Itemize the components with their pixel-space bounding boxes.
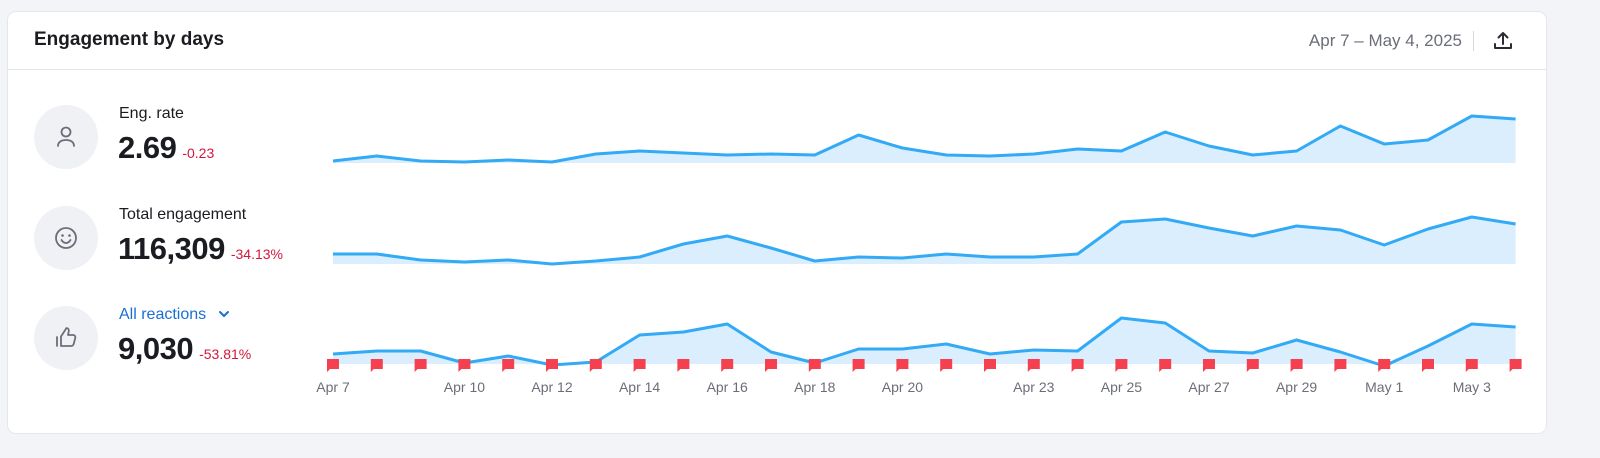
x-tick-label: May 3 (1453, 379, 1491, 395)
metric-label: Eng. rate (119, 105, 184, 122)
metric-delta: -34.13% (230, 246, 284, 262)
post-marker-icon (721, 359, 734, 372)
post-marker-icon (984, 359, 996, 372)
area-fill (333, 217, 1516, 264)
post-marker-icon (1246, 359, 1259, 372)
metric-all-reactions: All reactions 9,030 -53.81% (34, 306, 324, 372)
post-marker-icon (1465, 359, 1478, 372)
post-marker-icon (677, 359, 690, 372)
x-tick-label: Apr 12 (531, 379, 572, 395)
area-fill (333, 116, 1516, 163)
metric-eng-rate: Eng. rate 2.69 -0.23 (34, 105, 324, 171)
post-marker-icon (1203, 359, 1215, 372)
upload-icon[interactable] (1490, 28, 1516, 54)
series-line (332, 114, 1516, 164)
post-marker-icon (852, 359, 865, 372)
post-marker-icon (808, 359, 821, 372)
thumbs-up-icon (34, 306, 98, 370)
post-marker-icon (546, 359, 558, 372)
area-fill (333, 318, 1516, 366)
metric-value: 2.69 (118, 130, 177, 165)
post-marker-icon (1509, 359, 1522, 372)
reactions-dropdown[interactable]: All reactions (119, 306, 231, 324)
series-line (332, 316, 1516, 368)
x-tick-label: Apr 14 (619, 379, 660, 395)
post-marker-icon (327, 359, 339, 372)
smile-icon (34, 206, 98, 270)
post-marker-icon (633, 359, 646, 372)
post-marker-icon (1071, 359, 1084, 372)
post-marker-icon (1159, 359, 1172, 372)
x-tick-label: Apr 16 (707, 379, 748, 395)
post-marker-icon (370, 359, 383, 372)
x-tick-label: Apr 23 (1013, 379, 1054, 395)
x-tick-label: Apr 18 (794, 379, 835, 395)
post-marker-icon (1334, 359, 1347, 372)
dropdown-label: All reactions (119, 306, 207, 323)
metric-delta: -53.81% (199, 346, 252, 362)
post-marker-icon (414, 359, 427, 372)
post-marker-icon (1115, 359, 1128, 372)
metric-label: Total engagement (119, 206, 247, 223)
post-marker-icon (589, 359, 602, 372)
post-marker-icon (940, 359, 953, 372)
post-marker-icon (1290, 359, 1303, 372)
x-tick-label: Apr 27 (1188, 379, 1229, 395)
metric-value: 9,030 (118, 331, 194, 366)
metric-total-engagement: Total engagement 116,309 -34.13% (34, 206, 324, 272)
post-marker-icon (765, 359, 777, 372)
series-line (333, 215, 1516, 266)
x-tick-label: Apr 10 (444, 379, 485, 395)
post-marker-icon (896, 359, 909, 372)
x-tick-label: May 1 (1365, 379, 1403, 395)
post-marker-icon (1378, 359, 1391, 372)
card-title: Engagement by days (34, 29, 225, 50)
post-marker-icon (458, 359, 471, 372)
x-tick-label: Apr 7 (316, 379, 350, 395)
date-range[interactable]: Apr 7 – May 4, 2025 (1308, 31, 1462, 50)
metric-value: 116,309 (118, 231, 225, 266)
post-marker-icon (502, 359, 515, 372)
x-tick-label: Apr 29 (1276, 379, 1317, 395)
post-marker-icon (1422, 359, 1434, 372)
user-icon (34, 105, 98, 169)
metric-delta: -0.23 (182, 145, 215, 161)
divider (1473, 31, 1474, 51)
post-marker-icon (1027, 359, 1040, 372)
x-tick-label: Apr 25 (1101, 379, 1142, 395)
card-header: Engagement by days Apr 7 – May 4, 2025 (8, 12, 1546, 70)
chevron-down-icon (218, 311, 229, 317)
x-tick-label: Apr 20 (882, 379, 923, 395)
